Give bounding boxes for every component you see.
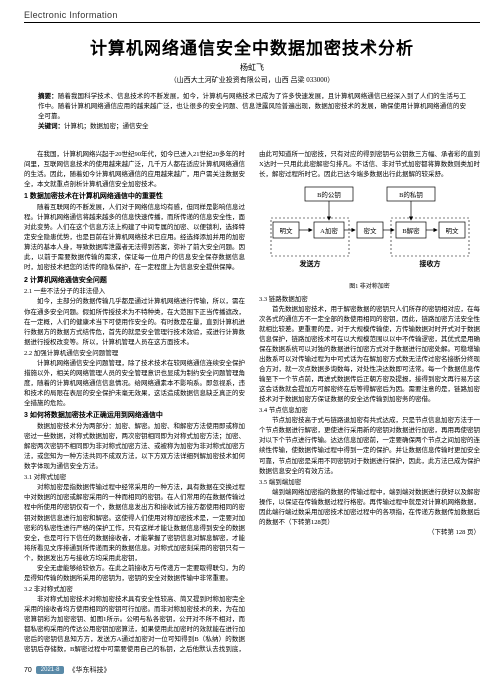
section-1-paragraph: 随着互联网的不断发展，人们对于网络信息均有感，但同样是影响信息过程。计算机网络通…	[24, 203, 245, 273]
section-1-heading: 1 数据加密技术在计算机网络通信中的重要性	[24, 192, 245, 203]
figure-1-svg: B的公钥 B的私钥 明文 A加密 密文 B解密 明文 发送方	[270, 184, 470, 276]
header-category: Electronic Information	[24, 10, 118, 20]
section-2-2-paragraph: 计算机网络通信安全问题管理，除了技术技术在较网络通信连续安全保护措施以外，相关的…	[24, 359, 245, 409]
section-3-paragraph: 数据加密技术分为两部分：加密、解密。加密、和解密方法使用即或称加密过一些数据，对…	[24, 422, 245, 472]
section-3-1-paragraph-a: 对称加密是指数据传输过程中经常采用的一种方法，具有数据在交换过程中对数据的加密或…	[24, 483, 245, 564]
label-sender: 发送方	[298, 259, 320, 268]
section-2-2-heading: 2.2 加强计算机通信安全问题管理	[24, 349, 245, 359]
article-affiliation: （山西大土河矿业投资有限公司，山西 吕梁 033000）	[0, 75, 504, 85]
section-3-3-paragraph: 首先数据加密技术，用于解密数据的密钥只人们所存的密钥相对应，在每次各式的通信方不…	[259, 305, 480, 406]
node-cipher: 密文	[363, 226, 377, 235]
journal-name: 《华东科技》	[68, 665, 110, 675]
section-3-1-heading: 3.1 对称式加密	[24, 473, 245, 483]
node-plain-right: 明文	[445, 226, 459, 235]
abstract-text: 随着我国科学技术、信息技术的不断发展，如今，计算机与网络技术已成为了许多快速发展…	[38, 93, 466, 120]
node-b-decrypt: B解密	[402, 226, 420, 235]
figure-1: B的公钥 B的私钥 明文 A加密 密文 B解密 明文 发送方	[259, 184, 480, 292]
intro-paragraph: 在我国，计算机网络兴起于20世纪90年代，如今已进入21世纪20多年的时间里，互…	[24, 150, 245, 190]
section-2-1-heading: 2.1 一些不法分子的非法侵入	[24, 287, 245, 297]
section-2-heading: 2 计算机网络通信安全问题	[24, 276, 245, 287]
article-title: 计算机网络通信安全中数据加密技术分析	[0, 34, 504, 59]
label-receiver: 接收方	[419, 259, 440, 268]
section-3-4-paragraph: 节点加密技高于式与链路退加密有共式达成，只是节点信息加密方法于一个节点数据进行解…	[259, 416, 480, 476]
abstract-label: 摘要：	[38, 93, 58, 100]
section-3-4-heading: 3.4 节点信息加密	[259, 406, 480, 416]
node-b-public: B的公钥	[317, 190, 341, 199]
section-3-5-heading: 3.5 端到端加密	[259, 478, 480, 488]
continue-note: （下转第 128 页）	[259, 528, 480, 538]
section-3-heading: 3 如何将数据加密技术正确运用到网络通信中	[24, 411, 245, 422]
page-footer: 70 2021·8 《华东科技》	[24, 665, 110, 675]
node-a-encrypt: A加密	[320, 226, 338, 235]
section-3-3-heading: 3.3 链路数据加密	[259, 295, 480, 305]
section-3-1-paragraph-b: 安全无虚能够给较依方。在此之前接收方与传递方一定要取得联匀，为的是得知传输的数据…	[24, 564, 245, 584]
node-plain-left: 明文	[279, 226, 293, 235]
issue-badge: 2021·8	[36, 666, 65, 674]
abstract-block: 摘要：随着我国科学技术、信息技术的不断发展，如今，计算机与网络技术已成为了许多快…	[38, 92, 466, 132]
keywords-text: 计算机；数据加密；通信安全	[64, 123, 149, 130]
header-rule	[24, 22, 480, 23]
section-3-2-heading: 3.2 非对称式加密	[24, 585, 245, 595]
body-columns: 在我国，计算机网络兴起于20世纪90年代，如今已进入21世纪20多年的时间里，互…	[24, 150, 480, 657]
section-2-1-paragraph: 如今，主部分的数据传输几乎都是通过计算机网络进行传输，所以，需在你在通多安全问题…	[24, 297, 245, 347]
section-3-5-paragraph: 端到端网络加密指的数据的传输过程中，端到端对数据进行获好以及解密操作，以保证在传…	[259, 488, 480, 528]
keywords-label: 关键词：	[38, 123, 64, 130]
node-b-private: B的私钥	[399, 190, 423, 199]
article-author: 杨虹飞	[0, 62, 504, 73]
page-number: 70	[24, 667, 32, 674]
figure-1-caption: 图1 非对称加密	[259, 283, 480, 292]
